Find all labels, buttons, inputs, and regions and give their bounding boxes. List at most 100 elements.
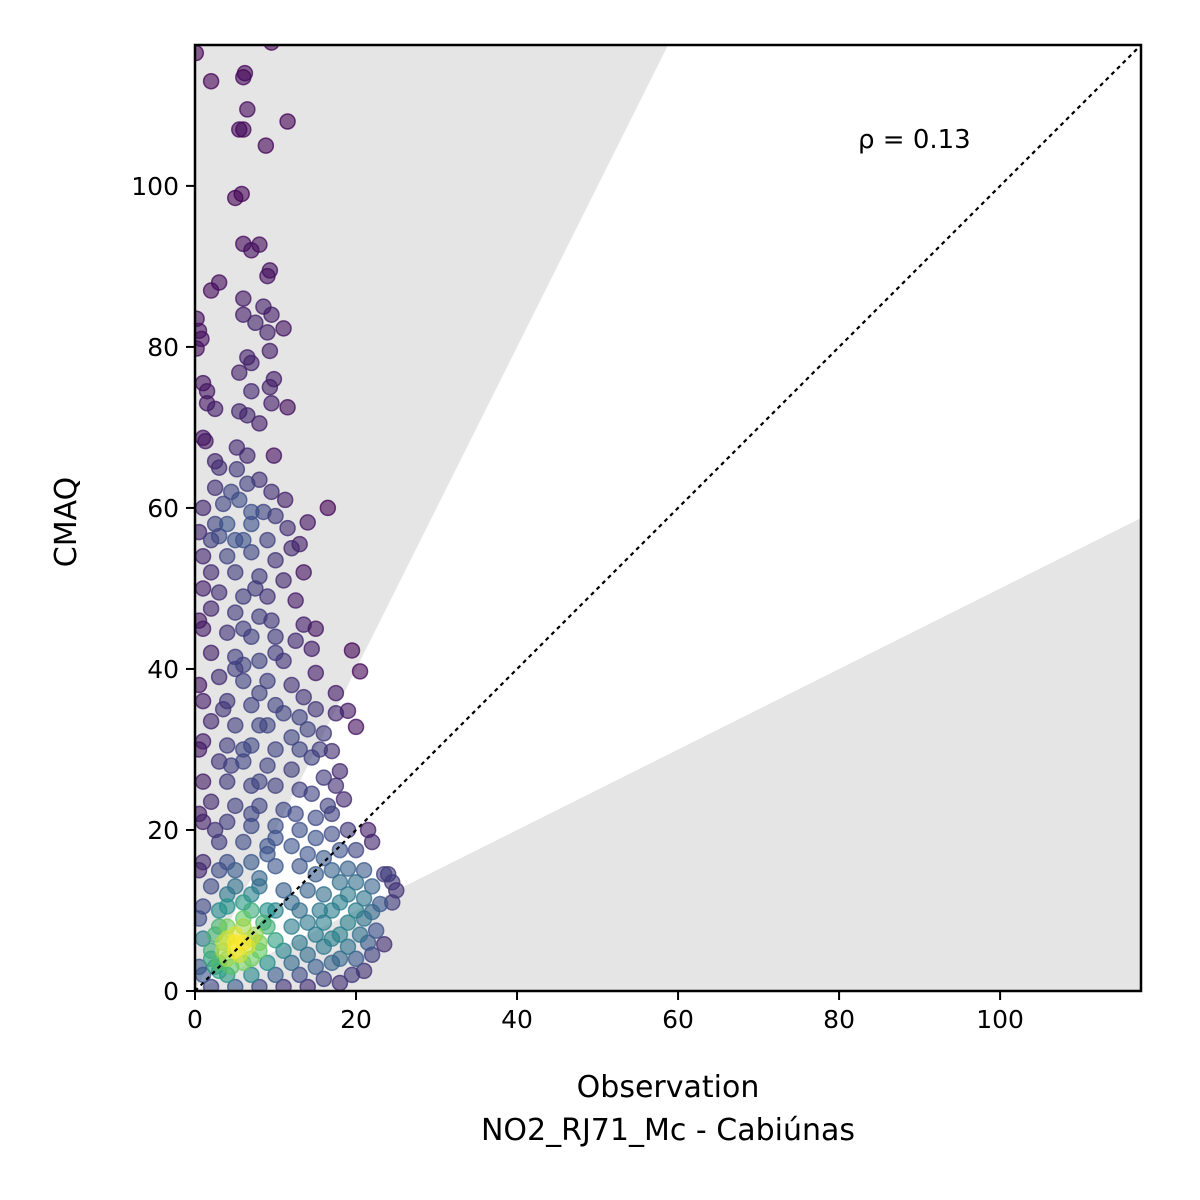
- data-point: [214, 495, 232, 513]
- data-point: [247, 580, 264, 597]
- data-point: [259, 672, 276, 690]
- data-point: [307, 700, 325, 718]
- data-point: [218, 773, 236, 790]
- data-point: [202, 600, 220, 617]
- data-point: [331, 950, 349, 968]
- data-point: [303, 785, 320, 802]
- data-point: [227, 189, 244, 207]
- data-point: [261, 342, 279, 360]
- data-point: [315, 886, 333, 903]
- data-point: [307, 664, 325, 682]
- data-point: [267, 966, 284, 984]
- data-point: [231, 403, 248, 420]
- data-point: [259, 717, 276, 734]
- data-point: [299, 978, 316, 991]
- data-point: [303, 640, 320, 658]
- data-point: [243, 543, 260, 561]
- data-point: [210, 274, 228, 291]
- y-tick-label: 40: [147, 655, 179, 684]
- data-point: [227, 861, 244, 879]
- data-point: [287, 632, 304, 650]
- data-point: [197, 432, 214, 450]
- data-point: [239, 475, 256, 493]
- y-tick-label: 80: [147, 333, 179, 362]
- data-point: [202, 793, 220, 811]
- data-point: [218, 898, 236, 915]
- one-to-one-line: [195, 45, 1141, 991]
- data-point: [243, 242, 260, 259]
- data-point: [218, 813, 236, 831]
- data-point: [315, 970, 333, 988]
- data-point: [227, 604, 244, 621]
- data-point: [195, 547, 212, 565]
- data-point: [307, 926, 325, 943]
- data-point: [251, 608, 268, 625]
- data-point: [363, 878, 381, 895]
- data-point: [287, 805, 304, 823]
- data-point: [275, 704, 292, 722]
- data-point: [195, 692, 212, 710]
- data-point: [307, 829, 325, 847]
- data-point: [243, 382, 260, 400]
- data-point: [323, 825, 341, 843]
- data-point: [195, 330, 210, 348]
- data-point: [315, 849, 333, 867]
- data-point: [227, 978, 244, 991]
- data-point: [243, 966, 260, 984]
- data-point: [235, 588, 252, 605]
- data-point: [227, 797, 244, 815]
- data-point: [295, 564, 312, 581]
- data-point: [231, 364, 248, 381]
- data-point: [210, 668, 228, 686]
- data-point: [206, 479, 224, 497]
- data-point: [347, 841, 365, 859]
- data-point: [243, 853, 260, 871]
- data-point: [307, 809, 325, 827]
- y-tick-label: 100: [131, 172, 179, 201]
- data-point: [323, 861, 341, 879]
- data-point: [351, 663, 369, 680]
- data-point: [202, 564, 220, 581]
- data-point: [195, 910, 208, 927]
- data-point: [291, 902, 308, 919]
- data-point: [276, 491, 294, 509]
- y-tick-label: 0: [163, 977, 179, 1006]
- data-point: [291, 821, 308, 839]
- data-point: [331, 926, 349, 943]
- data-point: [243, 696, 260, 714]
- data-point: [283, 539, 300, 557]
- data-point: [299, 514, 316, 531]
- data-point: [243, 737, 260, 754]
- data-point: [227, 531, 244, 549]
- data-point: [347, 902, 365, 919]
- data-point: [287, 592, 304, 609]
- data-point: [347, 950, 365, 968]
- data-point: [228, 461, 246, 478]
- data-point: [339, 914, 357, 931]
- data-point: [315, 725, 333, 742]
- data-point: [259, 531, 276, 549]
- data-point: [195, 523, 208, 541]
- data-point: [327, 704, 345, 722]
- data-point: [279, 113, 296, 130]
- data-point: [323, 902, 341, 919]
- data-point: [202, 978, 220, 991]
- data-point: [291, 934, 308, 951]
- data-point: [335, 791, 353, 808]
- data-point: [210, 833, 228, 851]
- data-point: [235, 656, 252, 674]
- data-point: [327, 777, 345, 794]
- data-point: [299, 882, 316, 899]
- data-point: [283, 954, 300, 972]
- data-point: [267, 552, 284, 569]
- data-point: [339, 821, 357, 839]
- data-point: [243, 817, 260, 835]
- data-point: [259, 324, 276, 341]
- data-point: [239, 101, 256, 118]
- data-point: [327, 684, 345, 702]
- data-point: [265, 447, 283, 464]
- data-point: [210, 584, 228, 601]
- data-point: [339, 860, 357, 877]
- data-point: [255, 298, 272, 315]
